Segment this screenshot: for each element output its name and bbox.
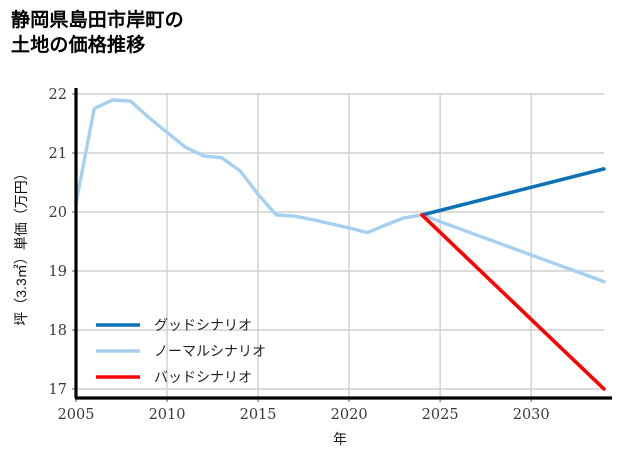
y-axis-label: 坪（3.3㎡）単価（万円）	[13, 166, 29, 325]
x-tick-label-2010: 2010	[149, 407, 186, 423]
y-tick-label-18: 18	[49, 323, 67, 339]
legend-label-1: ノーマルシナリオ	[154, 344, 266, 360]
x-tick-label-2005: 2005	[58, 407, 95, 423]
series-line	[74, 98, 606, 284]
y-tick-label-22: 22	[49, 87, 67, 103]
axis-lines	[74, 88, 612, 400]
series-line	[420, 213, 606, 391]
x-axis-ticks: 2005 2010 2015 2020 2025 2030	[58, 398, 550, 423]
y-axis-ticks: 17 18 19 20 21 22	[49, 87, 76, 398]
series-line	[420, 167, 606, 217]
x-tick-label-2030: 2030	[513, 407, 550, 423]
y-tick-label-20: 20	[49, 205, 67, 221]
page-title-line-0: 静岡県島田市岸町の	[11, 10, 184, 31]
y-tick-label-17: 17	[49, 382, 67, 398]
y-tick-label-21: 21	[49, 146, 67, 162]
x-axis-label: 年	[333, 431, 347, 447]
page-title: 静岡県島田市岸町の 土地の価格推移	[11, 8, 184, 58]
legend-label-0: グッドシナリオ	[154, 318, 252, 334]
legend-label-2: バッドシナリオ	[154, 370, 252, 386]
x-tick-label-2015: 2015	[240, 407, 277, 423]
page-title-line-1: 土地の価格推移	[11, 35, 146, 57]
x-tick-label-2025: 2025	[422, 407, 459, 423]
series-lines	[74, 98, 606, 391]
y-tick-label-19: 19	[49, 264, 67, 280]
x-tick-label-2020: 2020	[331, 407, 368, 423]
